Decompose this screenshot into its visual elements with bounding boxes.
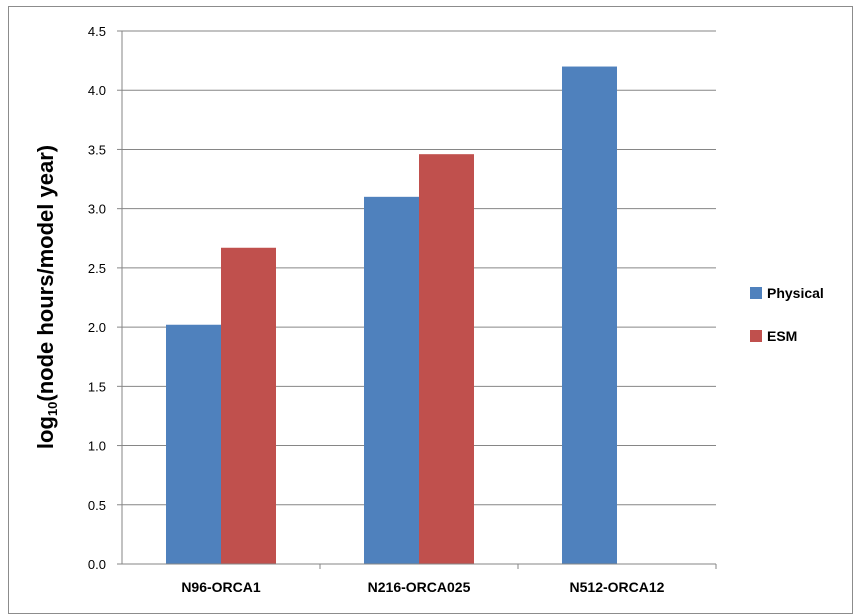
bar-esm-n96-orca1	[221, 247, 276, 564]
legend: Physical ESM	[750, 285, 824, 344]
bar-physical-n216-orca025	[364, 196, 419, 565]
y-axis-label-prefix: log	[33, 416, 58, 449]
bar-esm-n216-orca025	[419, 154, 474, 564]
y-tick-labels: 0.0 0.5 1.0 1.5 2.0 2.5 3.0 3.5 4.0 4.5	[88, 24, 106, 572]
bars	[166, 66, 617, 565]
bar-physical-n96-orca1	[166, 324, 221, 564]
legend-swatch-esm	[750, 330, 762, 342]
y-tick-label: 3.0	[88, 202, 106, 217]
y-tick-label: 4.5	[88, 24, 106, 39]
y-tick-label: 1.5	[88, 379, 106, 394]
y-tick-label: 2.5	[88, 261, 106, 276]
x-tick-label: N96-ORCA1	[181, 579, 261, 595]
legend-label-physical: Physical	[767, 285, 824, 301]
y-axis-label-suffix: (node hours/model year)	[33, 145, 58, 402]
y-axis-label-subscript: 10	[45, 402, 60, 416]
x-tick-labels: N96-ORCA1 N216-ORCA025 N512-ORCA12	[181, 579, 664, 595]
x-tick-label: N512-ORCA12	[570, 579, 665, 595]
y-tick-label: 2.0	[88, 320, 106, 335]
y-tick-label: 0.5	[88, 498, 106, 513]
axes	[117, 30, 717, 569]
y-tick-label: 0.0	[88, 557, 106, 572]
y-tick-label: 1.0	[88, 439, 106, 454]
x-tick-label: N216-ORCA025	[368, 579, 471, 595]
bar-physical-n512-orca12	[562, 66, 617, 565]
legend-label-esm: ESM	[767, 328, 797, 344]
y-axis-label: log10(node hours/model year)	[33, 145, 60, 449]
y-tick-label: 3.5	[88, 142, 106, 157]
legend-swatch-physical	[750, 287, 762, 299]
y-tick-label: 4.0	[88, 83, 106, 98]
